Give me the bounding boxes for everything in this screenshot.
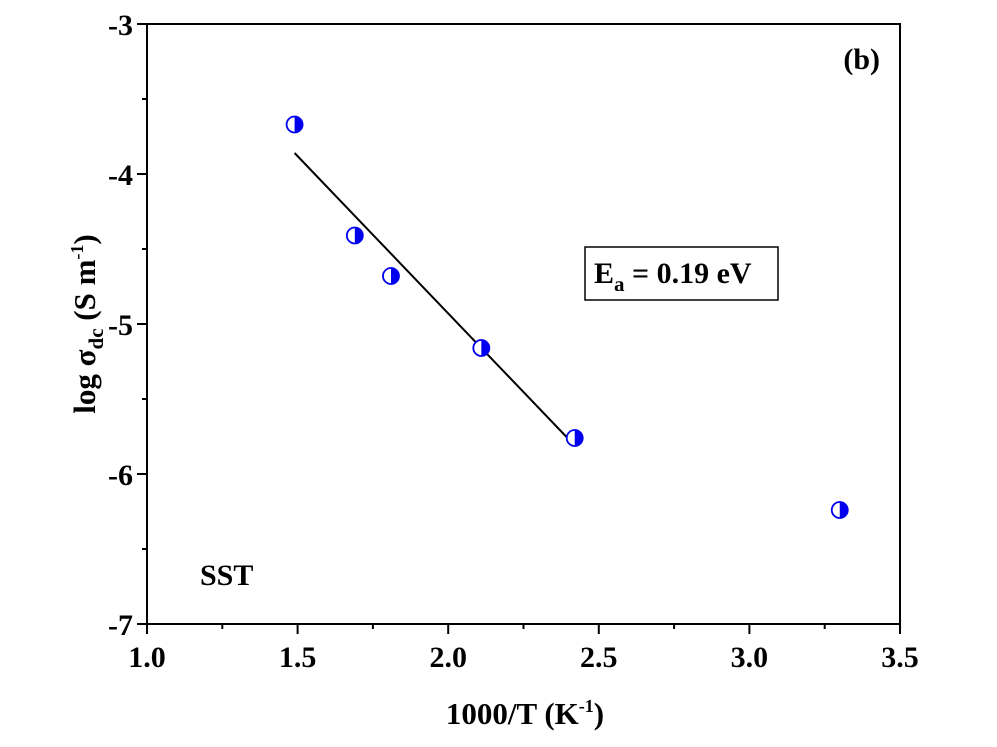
y-axis-title: log σdc (S m-1) bbox=[67, 234, 108, 413]
data-point bbox=[382, 267, 400, 285]
x-tick-label: 2.5 bbox=[580, 641, 618, 674]
annotation-box bbox=[584, 246, 779, 301]
data-point bbox=[565, 429, 584, 447]
axis-tick-labels: 1.0 1.5 2.0 2.5 3.0 3.5 -3 -4 -5 -6 -7 bbox=[108, 9, 919, 674]
data-point-fill bbox=[390, 268, 399, 284]
data-point-fill bbox=[294, 116, 303, 133]
y-tick-label: -6 bbox=[108, 459, 133, 492]
y-axis-title-sub: dc bbox=[84, 328, 108, 349]
data-point bbox=[472, 339, 491, 357]
annotation-value: = 0.19 eV bbox=[625, 257, 752, 290]
data-point-fill bbox=[574, 430, 583, 446]
data-point-fill bbox=[481, 340, 490, 356]
x-tick-label: 3.5 bbox=[881, 641, 919, 674]
annotation-text: Ea = 0.19 eV bbox=[594, 257, 752, 296]
data-point bbox=[830, 501, 849, 519]
data-point bbox=[285, 115, 304, 134]
linear-fit-line bbox=[293, 152, 576, 447]
x-axis-title-close: ) bbox=[594, 696, 604, 731]
x-axis-title-main: 1000/T (K bbox=[446, 696, 579, 731]
x-axis-title: 1000/T (K-1) bbox=[446, 696, 604, 731]
axis-ticks bbox=[137, 23, 901, 634]
y-tick-label: -5 bbox=[108, 309, 133, 342]
y-tick-label: -4 bbox=[108, 159, 133, 192]
y-axis-title-prefix: log σ bbox=[67, 349, 102, 413]
panel-label: (b) bbox=[843, 43, 880, 76]
sample-label: SST bbox=[200, 559, 253, 592]
y-axis-title-close: ) bbox=[67, 234, 102, 244]
x-axis-title-sup: -1 bbox=[579, 696, 594, 716]
data-point-fill bbox=[839, 502, 848, 518]
plot-frame bbox=[146, 23, 901, 625]
y-tick-label: -3 bbox=[108, 9, 133, 42]
annotation-symbol: E bbox=[594, 257, 614, 290]
data-point bbox=[345, 226, 364, 245]
y-tick-label: -7 bbox=[108, 609, 133, 642]
y-axis-title-mid: (S m bbox=[67, 259, 102, 328]
data-points bbox=[285, 115, 849, 519]
y-axis-title-sup: -1 bbox=[67, 245, 87, 260]
annotation-subscript: a bbox=[614, 272, 625, 296]
data-point-fill bbox=[354, 227, 363, 244]
x-tick-label: 3.0 bbox=[731, 641, 769, 674]
x-tick-label: 1.5 bbox=[279, 641, 317, 674]
x-tick-label: 1.0 bbox=[128, 641, 166, 674]
x-tick-label: 2.0 bbox=[429, 641, 467, 674]
activation-energy-annotation: Ea = 0.19 eV bbox=[584, 246, 779, 301]
